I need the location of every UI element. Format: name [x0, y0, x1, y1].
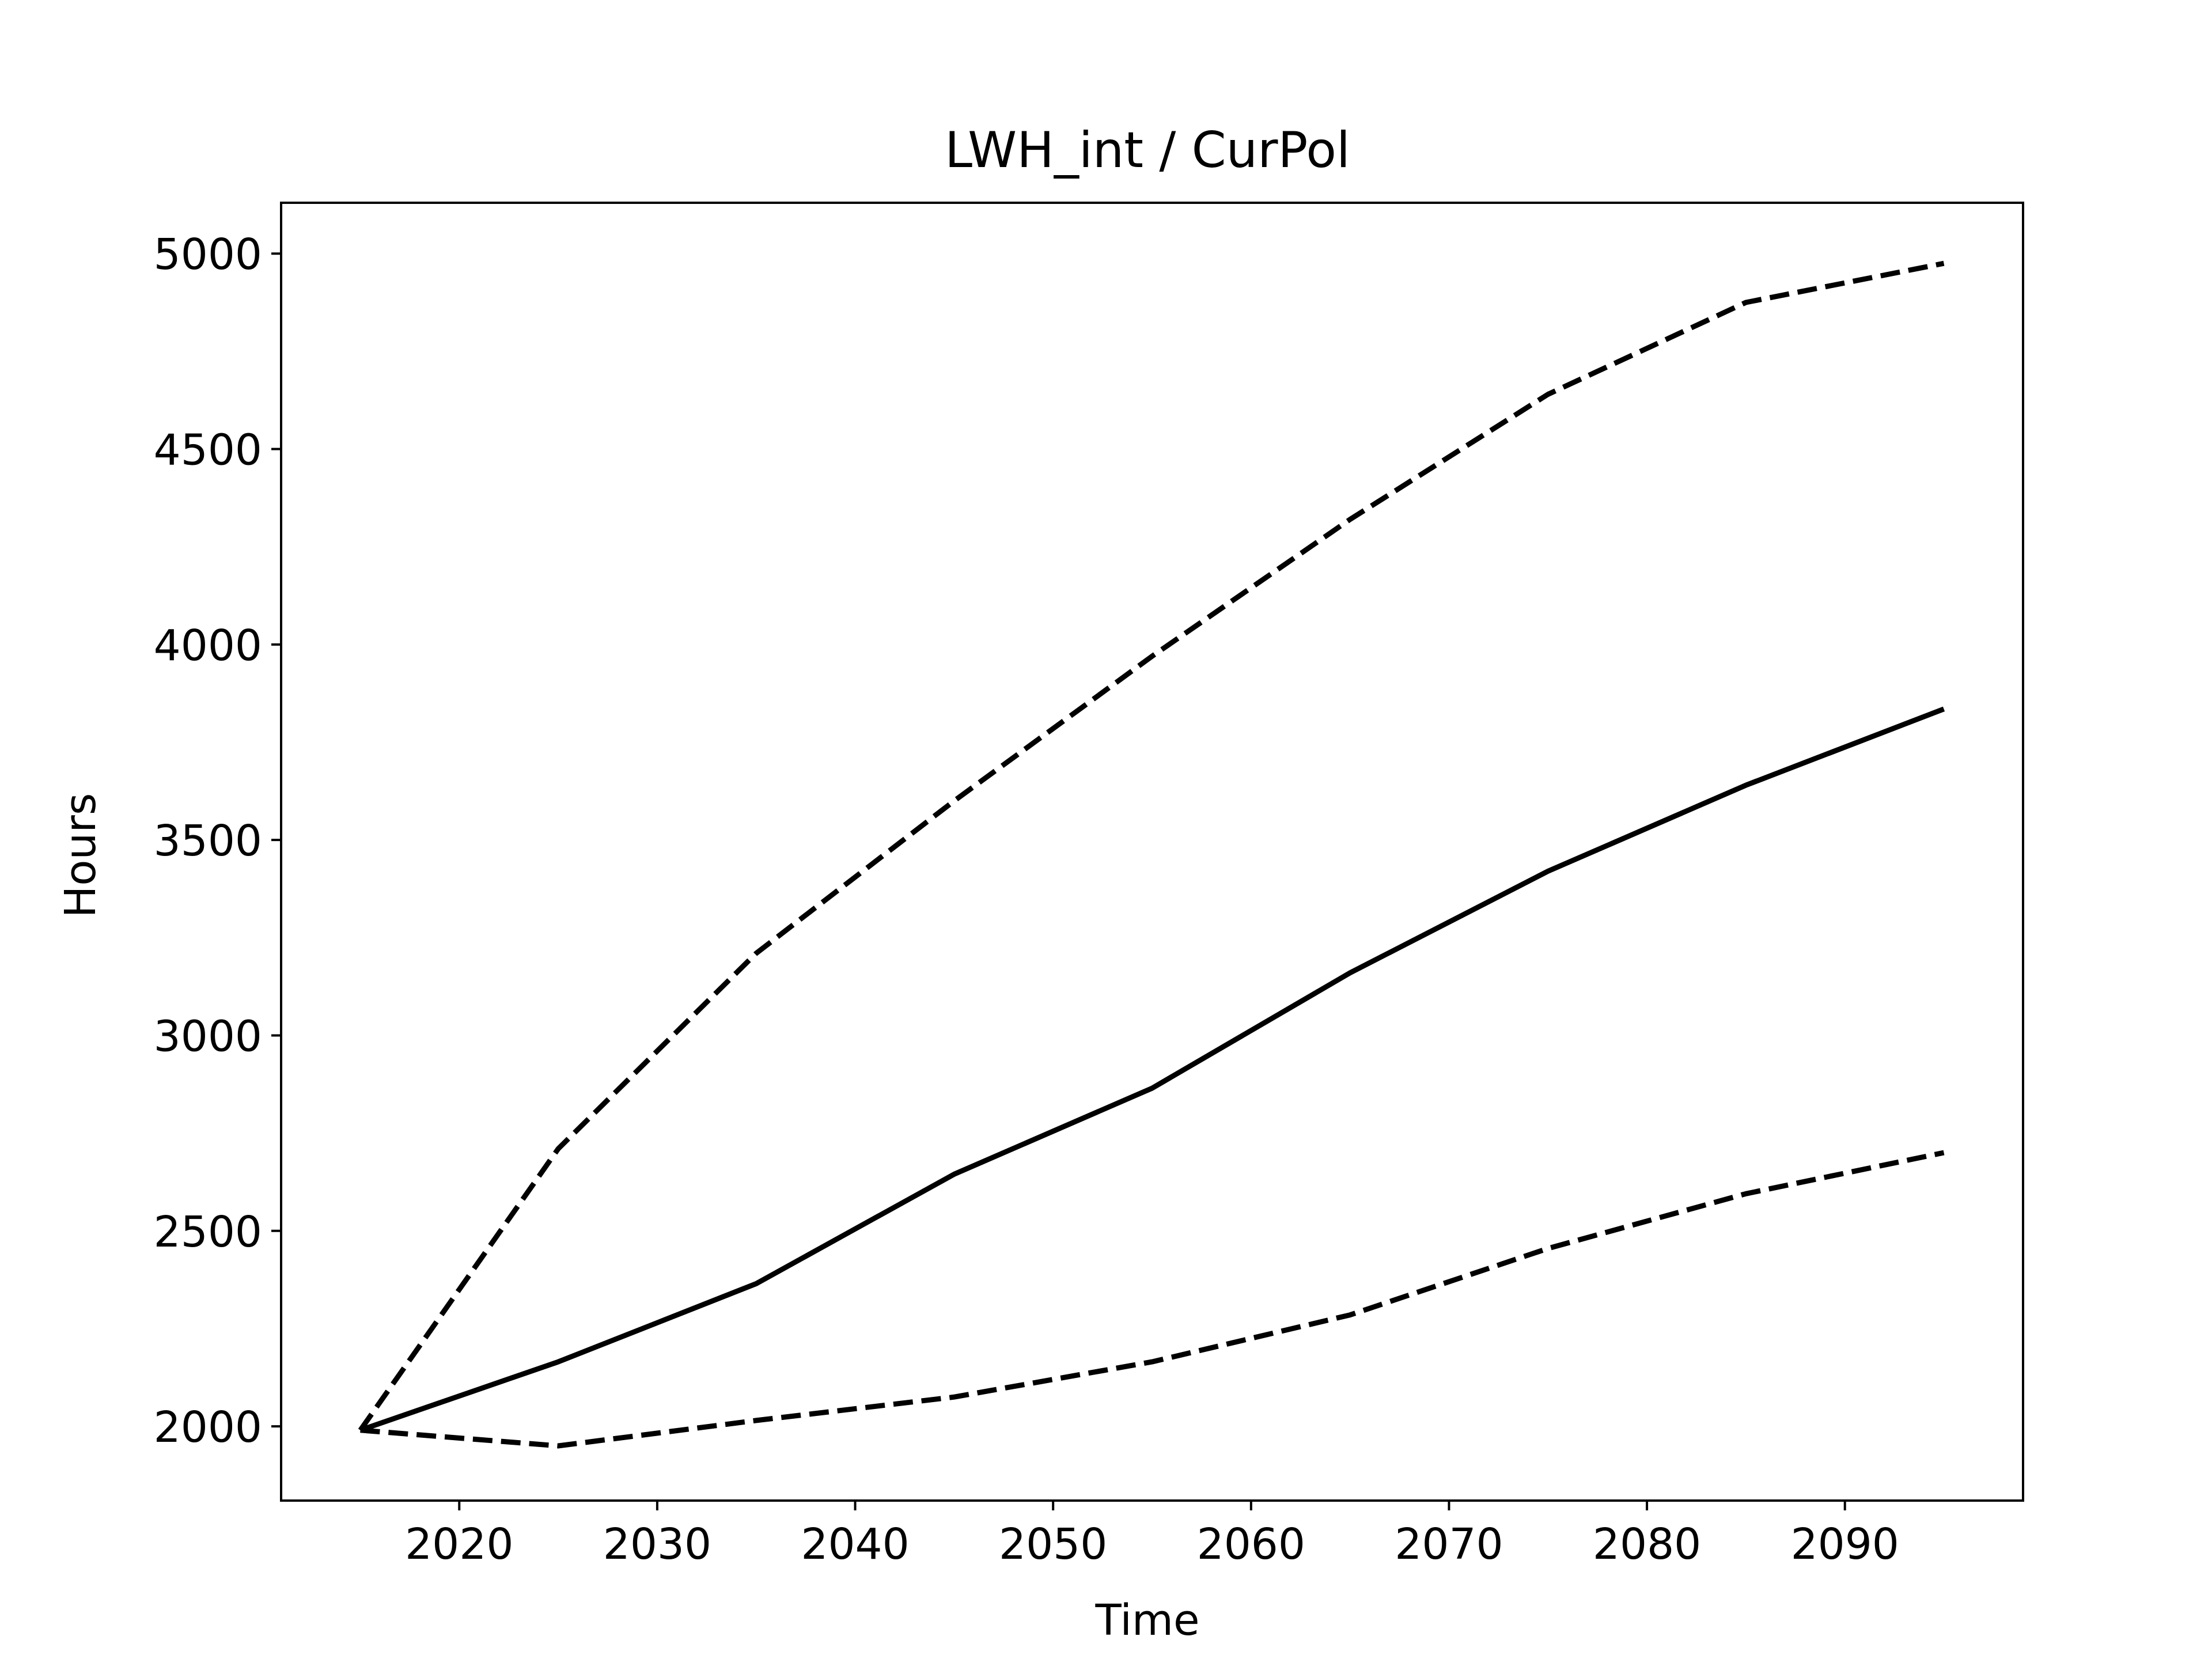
y-axis: 2000 2500 3000 3500 4000 4500 5000: [154, 230, 281, 1452]
y-axis-label: Hours: [56, 793, 105, 918]
x-tick-label: 2060: [1197, 1520, 1305, 1569]
x-tick-label: 2040: [801, 1520, 909, 1569]
y-tick-label: 2500: [154, 1207, 262, 1257]
x-tick-label: 2050: [999, 1520, 1107, 1569]
x-tick-label: 2070: [1395, 1520, 1503, 1569]
x-tick-label: 2030: [603, 1520, 711, 1569]
series-line-2: [359, 706, 1945, 1433]
y-tick-label: 5000: [154, 230, 262, 279]
x-tick-label: 2020: [405, 1520, 513, 1569]
series-line-3: [360, 1150, 1945, 1449]
x-axis-label: Time: [1094, 1596, 1199, 1645]
plot-area: [280, 202, 2024, 1502]
x-tick-label: 2080: [1593, 1520, 1701, 1569]
y-tick-label: 4000: [154, 621, 262, 671]
y-tick-label: 4500: [154, 426, 262, 475]
y-tick-label: 3500: [154, 816, 262, 866]
x-axis: 2020 2030 2040 2050 2060 2070 2080 2090: [405, 1501, 1899, 1569]
x-tick-label: 2090: [1791, 1520, 1899, 1569]
plot-frame: [280, 202, 2024, 1502]
y-tick-label: 2000: [154, 1403, 262, 1452]
chart-title: LWH_int / CurPol: [945, 122, 1350, 179]
y-tick-label: 3000: [154, 1012, 262, 1061]
series-line-1: [358, 260, 1945, 1432]
